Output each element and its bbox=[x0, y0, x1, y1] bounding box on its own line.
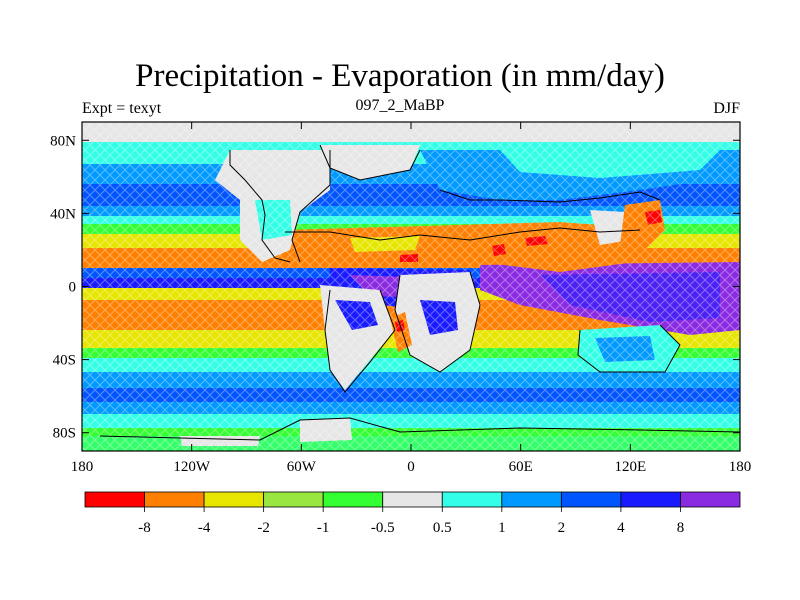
legend-label: -4 bbox=[198, 520, 211, 536]
color-legend: -8 -4 -2 -1 -0.5 0.5 1 2 4 8 bbox=[84, 491, 741, 536]
legend-label: 2 bbox=[558, 520, 566, 536]
legend-label: 1 bbox=[498, 520, 506, 536]
legend-label: 0.5 bbox=[433, 520, 452, 536]
legend-swatch bbox=[441, 491, 503, 508]
y-tick-label: 0 bbox=[69, 280, 77, 296]
legend-swatch bbox=[84, 491, 145, 508]
legend-swatch bbox=[680, 491, 741, 508]
legend-label: 8 bbox=[677, 520, 685, 536]
x-tick-label: 60W bbox=[287, 459, 317, 475]
legend-swatch bbox=[263, 491, 324, 508]
left-string: Expt = texyt bbox=[82, 100, 162, 117]
y-tick-label: 80N bbox=[50, 133, 76, 149]
x-axis: 180 120W 60W 0 60E 120E 180 bbox=[71, 122, 752, 475]
y-axis: 80N 40N 0 40S 80S bbox=[50, 133, 740, 442]
legend-label: -1 bbox=[317, 520, 330, 536]
x-tick-label: 120E bbox=[614, 459, 646, 475]
legend-label: -0.5 bbox=[371, 520, 395, 536]
legend-label: -8 bbox=[138, 520, 151, 536]
legend-swatch bbox=[560, 491, 622, 508]
x-tick-label: 60E bbox=[509, 459, 533, 475]
legend-swatch bbox=[322, 491, 384, 508]
plot-title: Precipitation - Evaporation (in mm/day) bbox=[135, 58, 665, 94]
y-tick-label: 40N bbox=[50, 206, 76, 222]
y-tick-label: 40S bbox=[53, 353, 76, 369]
x-tick-label: 180 bbox=[729, 459, 752, 475]
legend-swatch bbox=[382, 491, 443, 508]
legend-swatch bbox=[144, 491, 205, 508]
right-string: DJF bbox=[713, 100, 740, 117]
center-string: 097_2_MaBP bbox=[355, 97, 445, 114]
legend-label: -2 bbox=[257, 520, 270, 536]
legend-swatch bbox=[620, 491, 681, 508]
legend-label: 4 bbox=[617, 520, 625, 536]
x-tick-label: 180 bbox=[71, 459, 94, 475]
x-tick-label: 0 bbox=[407, 459, 415, 475]
map-field bbox=[82, 122, 740, 451]
legend-swatch bbox=[203, 491, 265, 508]
x-tick-label: 120W bbox=[173, 459, 211, 475]
y-tick-label: 80S bbox=[53, 426, 76, 442]
legend-swatch bbox=[501, 491, 562, 508]
